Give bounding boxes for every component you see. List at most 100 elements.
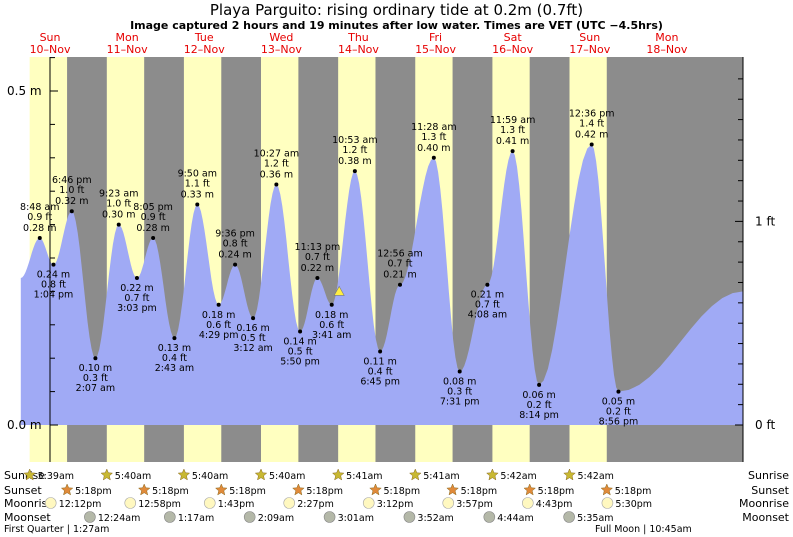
- sunrise-icon: [100, 468, 114, 481]
- moonrise-icon: [522, 497, 534, 509]
- tide-m-label: 0.24 m: [37, 270, 70, 281]
- tide-time-label: 7:31 pm: [440, 397, 480, 408]
- tide-point: [172, 336, 177, 341]
- tide-m-label: 0.10 m: [79, 363, 112, 374]
- tide-area-layer: [20, 144, 744, 425]
- tide-time-label: 5:50 pm: [280, 356, 320, 367]
- moonset-time: 3:52am: [417, 513, 453, 524]
- tide-time-label: 12:56 am: [377, 249, 422, 260]
- sunset-icon: [60, 483, 74, 496]
- tide-ft-label: 0.4 ft: [162, 353, 187, 364]
- tide-m-label: 0.33 m: [181, 190, 214, 201]
- tide-m-label: 0.11 m: [363, 357, 396, 368]
- sunrise-time: 5:41am: [346, 471, 382, 482]
- tide-point: [298, 329, 303, 334]
- day-date-label: 11–Nov: [107, 43, 148, 56]
- tide-point: [378, 349, 383, 354]
- tide-ft-label: 0.8 ft: [41, 280, 66, 291]
- chart-title: Playa Parguito: rising ordinary tide at …: [209, 1, 584, 19]
- tide-time-label: 11:13 pm: [295, 242, 341, 253]
- sunset-icon: [214, 483, 228, 496]
- full-moon-label: Full Moon | 10:45am: [595, 524, 692, 535]
- tide-point: [93, 356, 98, 361]
- sunset-time: 5:18pm: [306, 486, 343, 497]
- tide-time-label: 9:36 pm: [215, 229, 255, 240]
- tide-ft-label: 1.3 ft: [421, 132, 446, 143]
- tide-m-label: 0.22 m: [301, 263, 334, 274]
- sunset-time: 5:18pm: [538, 486, 575, 497]
- tide-point: [457, 369, 462, 374]
- day-date-label: 18–Nov: [646, 43, 687, 56]
- sunset-icon: [369, 483, 382, 496]
- tide-point: [195, 202, 200, 207]
- day-date-label: 16–Nov: [492, 43, 533, 56]
- tide-time-label: 2:43 am: [155, 363, 194, 374]
- moonrise-time: 1:43pm: [218, 499, 255, 510]
- tide-ft-label: 1.2 ft: [342, 145, 367, 156]
- tide-point: [216, 302, 221, 307]
- moonset-icon: [323, 511, 336, 523]
- sunrise-icon: [408, 468, 422, 481]
- tide-ft-label: 0.7 ft: [124, 293, 149, 304]
- tide-ft-label: 0.3 ft: [447, 387, 472, 398]
- moonrise-icon: [283, 497, 296, 509]
- tide-time-label: 9:50 am: [178, 169, 217, 180]
- moonset-icon: [84, 511, 96, 523]
- tide-m-label: 0.18 m: [202, 310, 235, 321]
- sunset-icon: [137, 483, 151, 496]
- tide-m-label: 0.38 m: [338, 156, 371, 167]
- day-labels: Sun10–NovMon11–NovTue12–NovWed13–NovThu1…: [30, 31, 688, 56]
- moonrise-icon: [601, 497, 614, 509]
- tide-point: [134, 276, 139, 281]
- tide-ft-label: 0.7 ft: [387, 259, 412, 270]
- moonrise-time: 5:30pm: [615, 499, 652, 510]
- tide-ft-label: 0.5 ft: [288, 346, 313, 357]
- day-date-label: 10–Nov: [30, 43, 71, 56]
- tide-time-label: 2:07 am: [76, 383, 115, 394]
- day-name-label: Mon: [655, 31, 678, 44]
- tide-ft-label: 0.9 ft: [27, 212, 52, 223]
- sunset-icon: [600, 483, 614, 496]
- day-name-label: Sun: [40, 31, 61, 44]
- sunset-time: 5:18pm: [383, 486, 420, 497]
- row-label-right-sunrise: Sunrise: [748, 469, 789, 482]
- tide-point: [352, 169, 357, 174]
- tide-time-label: 8:05 pm: [133, 202, 173, 213]
- chart-subtitle: Image captured 2 hours and 19 minutes af…: [130, 19, 663, 32]
- tide-m-label: 0.28 m: [23, 223, 56, 234]
- tide-time-label: 8:48 am: [20, 202, 59, 213]
- moonrise-time: 4:43pm: [536, 499, 573, 510]
- sunrise-time: 5:41am: [423, 471, 459, 482]
- tide-m-label: 0.30 m: [102, 210, 135, 221]
- tide-point: [233, 262, 238, 267]
- day-date-label: 14–Nov: [338, 43, 379, 56]
- tide-m-label: 0.14 m: [283, 336, 316, 347]
- row-label-right-sunset: Sunset: [751, 484, 789, 497]
- sunrise-time: 5:40am: [192, 471, 228, 482]
- tide-ft-label: 0.6 ft: [319, 320, 344, 331]
- moonrise-time: 2:27pm: [297, 499, 334, 510]
- tide-time-label: 3:03 pm: [117, 303, 157, 314]
- day-name-label: Sat: [504, 31, 523, 44]
- sunset-time: 5:18pm: [461, 486, 498, 497]
- tide-point: [51, 262, 56, 267]
- first-quarter-label: First Quarter | 1:27am: [4, 524, 109, 535]
- moonrise-icon: [124, 497, 137, 509]
- moonset-icon: [403, 511, 416, 523]
- left-axis-label: 0.0 m: [7, 418, 42, 432]
- sunset-time: 5:18pm: [615, 486, 652, 497]
- day-name-label: Fri: [429, 31, 442, 44]
- tide-ft-label: 0.2 ft: [606, 407, 631, 418]
- tide-m-label: 0.21 m: [471, 290, 504, 301]
- plot-gutter-right: [743, 57, 793, 462]
- left-axis-label: 0.5 m: [7, 84, 42, 98]
- tide-time-label: 3:41 am: [312, 330, 351, 341]
- tide-m-label: 0.18 m: [315, 310, 348, 321]
- moonset-icon: [483, 511, 496, 523]
- tide-m-label: 0.24 m: [218, 250, 251, 261]
- tide-ft-label: 1.0 ft: [106, 199, 131, 210]
- row-label-moonrise: Moonrise: [4, 497, 54, 510]
- day-name-label: Sun: [579, 31, 600, 44]
- tide-time-label: 8:14 pm: [519, 410, 559, 421]
- tide-m-label: 0.32 m: [55, 196, 88, 207]
